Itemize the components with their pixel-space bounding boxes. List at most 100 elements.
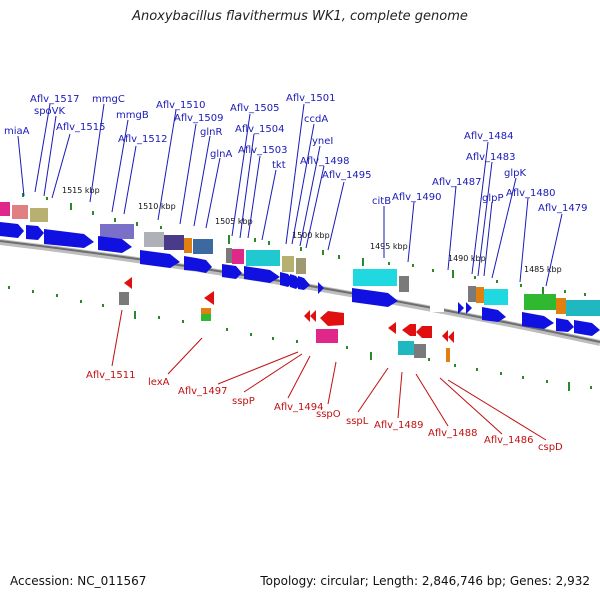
tick-dot (70, 203, 72, 210)
leader-line (231, 113, 251, 237)
leader-line (305, 165, 325, 249)
tick-dot (370, 352, 372, 360)
tick-dot (584, 293, 586, 296)
gene-label: Aflv_1495 (322, 170, 372, 181)
forward-gene-arrow (482, 307, 506, 322)
tick-dot (454, 364, 456, 367)
map-title: Anoxybacillus flavithermus WK1, complete… (132, 9, 468, 24)
lower-tick-dots (8, 286, 592, 391)
tick-dot (520, 284, 522, 287)
gene-label: yneI (312, 136, 333, 147)
leader-line (291, 123, 315, 245)
tick-dot (80, 300, 82, 303)
reverse-gene-arrow (320, 311, 344, 326)
genome-backbone (0, 239, 600, 346)
feature-block (446, 348, 450, 362)
tick-dot (500, 372, 502, 375)
gene-label: mmgB (116, 110, 149, 121)
tick-dot (474, 276, 476, 279)
leader-line (43, 115, 57, 197)
gene-label: citB (372, 196, 391, 207)
leader-line (545, 213, 563, 287)
leader-line (261, 169, 277, 241)
tick-dot (388, 262, 390, 265)
leader-line (519, 197, 529, 283)
tick-dot (322, 250, 324, 255)
gene-label: Aflv_1509 (174, 113, 224, 124)
lower-leader-lines (111, 309, 547, 441)
forward-gene-arrow (298, 276, 310, 290)
gene-label: Aflv_1501 (286, 93, 336, 104)
tick-dot (182, 320, 184, 323)
gene-label: Aflv_1510 (156, 100, 206, 111)
feature-block (100, 224, 134, 239)
gene-label: Aflv_1497 (178, 386, 228, 397)
leader-line (247, 155, 261, 239)
gene-label: ccdA (304, 114, 328, 125)
leader-line (123, 145, 137, 215)
reverse-gene-arrow (204, 291, 214, 305)
forward-gene-arrow (352, 288, 398, 307)
gene-label: Aflv_1515 (56, 122, 106, 133)
feature-block (566, 300, 600, 316)
forward-gene-arrow (0, 222, 24, 238)
gene-label: Aflv_1512 (118, 134, 168, 145)
tick-dot (496, 280, 498, 283)
tick-dot (300, 247, 302, 251)
forward-gene-arrow (98, 236, 132, 253)
genome-summary-text: Topology: circular; Length: 2,846,746 bp… (260, 574, 590, 588)
tick-dot (412, 264, 414, 267)
reverse-gene-arrow (304, 310, 310, 322)
leader-line (34, 103, 51, 193)
gene-label: glpP (482, 193, 504, 204)
gene-label: Aflv_1487 (432, 177, 482, 188)
reverse-gene-arrow (310, 310, 316, 322)
gene-label: Aflv_1505 (230, 103, 280, 114)
feature-block (476, 287, 484, 303)
feature-block (524, 294, 556, 310)
gene-label: lexA (148, 377, 170, 388)
leader-line (243, 353, 303, 393)
gene-label: Aflv_1517 (30, 94, 80, 105)
tick-dot (160, 226, 162, 229)
tick-dot (32, 290, 34, 293)
kbp-tick-label: 1515 kbp (62, 186, 100, 195)
feature-block (246, 250, 280, 266)
tick-dot (102, 304, 104, 307)
gene-label: spoVK (34, 106, 66, 117)
upper-tick-dots (22, 193, 586, 296)
gene-label: miaA (4, 126, 30, 137)
feature-block (184, 238, 192, 253)
feature-block (316, 329, 338, 343)
leader-line (327, 361, 337, 405)
feature-block (556, 298, 566, 314)
leader-line (357, 367, 389, 413)
feature-block (119, 292, 129, 305)
leader-line (439, 377, 503, 435)
gene-label: Aflv_1503 (238, 145, 288, 156)
tick-dot (452, 270, 454, 278)
forward-gene-arrow (244, 266, 280, 283)
leader-line (17, 135, 25, 197)
accession-text: Accession: NC_011567 (10, 574, 147, 588)
gene-label: Aflv_1490 (392, 192, 442, 203)
tick-dot (564, 290, 566, 293)
reverse-gene-arrow (442, 330, 448, 342)
tick-dot (226, 328, 228, 331)
tick-dot (56, 294, 58, 297)
kbp-tick-label: 1495 kbp (370, 242, 408, 251)
tick-dot (136, 222, 138, 226)
tick-dot (522, 376, 524, 379)
gene-label: glnR (200, 127, 222, 138)
leader-line (477, 161, 493, 277)
gene-label: Aflv_1486 (484, 435, 534, 446)
gene-label: cspD (538, 442, 563, 453)
forward-gene-arrow (318, 282, 324, 294)
leader-line (111, 119, 129, 213)
genome-diagram: 1515 kbp 1510 kbp 1505 kbp 1500 kbp 1495… (0, 93, 600, 453)
leader-line (217, 351, 299, 385)
forward-gene-arrow (140, 250, 180, 268)
feature-block (12, 205, 28, 219)
forward-gene-arrow (522, 312, 554, 329)
